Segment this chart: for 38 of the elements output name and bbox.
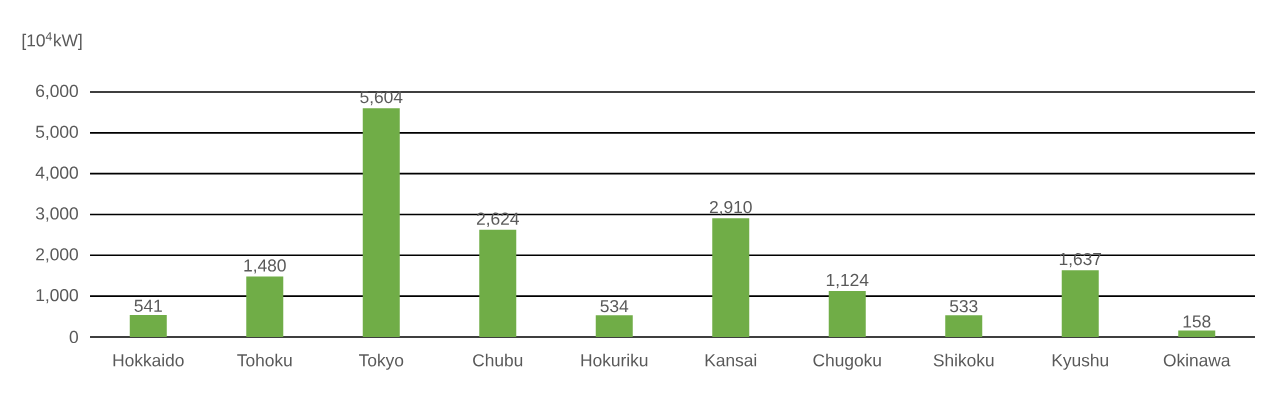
bar: [129, 314, 167, 337]
y-tick-label: 2,000: [36, 248, 78, 263]
y-tick-label: 1,000: [36, 288, 78, 304]
y-tick-label: 6,000: [36, 84, 78, 100]
x-tick-label: Tohoku: [237, 353, 292, 367]
bar: [828, 291, 866, 337]
y-tick-label: 3,000: [35, 207, 78, 222]
data-label: 541: [134, 299, 162, 312]
bar: [479, 229, 517, 337]
data-label: 2,624: [476, 212, 519, 227]
data-label: 534: [600, 299, 629, 313]
bar: [362, 108, 400, 337]
data-label: 2,910: [709, 200, 752, 216]
x-tick-label: Hokuriku: [581, 353, 648, 367]
x-tick-label: Hokkaido: [113, 353, 184, 367]
bar: [1061, 270, 1099, 337]
bar: [595, 315, 633, 337]
data-label: 1,124: [826, 273, 869, 289]
x-tick-label: Kyushu: [1052, 353, 1108, 370]
bar: [712, 218, 750, 337]
bar: [246, 276, 284, 337]
x-tick-label: Okinawa: [1163, 353, 1231, 367]
x-tick-label: Chugoku: [813, 353, 881, 370]
data-label: 158: [1183, 315, 1211, 328]
y-tick-label: 5,000: [35, 125, 78, 140]
x-tick-label: Tokyo: [359, 353, 404, 370]
bar: [1178, 330, 1216, 337]
data-label: 533: [949, 300, 978, 313]
y-axis-title: [10$^{4}$kW]: [22, 32, 82, 50]
x-tick-label: Kansai: [705, 353, 757, 367]
y-tick-label: 4,000: [35, 166, 78, 181]
x-tick-label: Shikoku: [933, 353, 994, 367]
data-label: 1,637: [1059, 252, 1102, 268]
bar: [945, 315, 983, 337]
y-tick-label: 0: [69, 330, 78, 344]
data-label: 1,480: [244, 259, 286, 274]
data-label: 5,604: [360, 90, 403, 106]
x-tick-label: Chubu: [473, 353, 523, 367]
